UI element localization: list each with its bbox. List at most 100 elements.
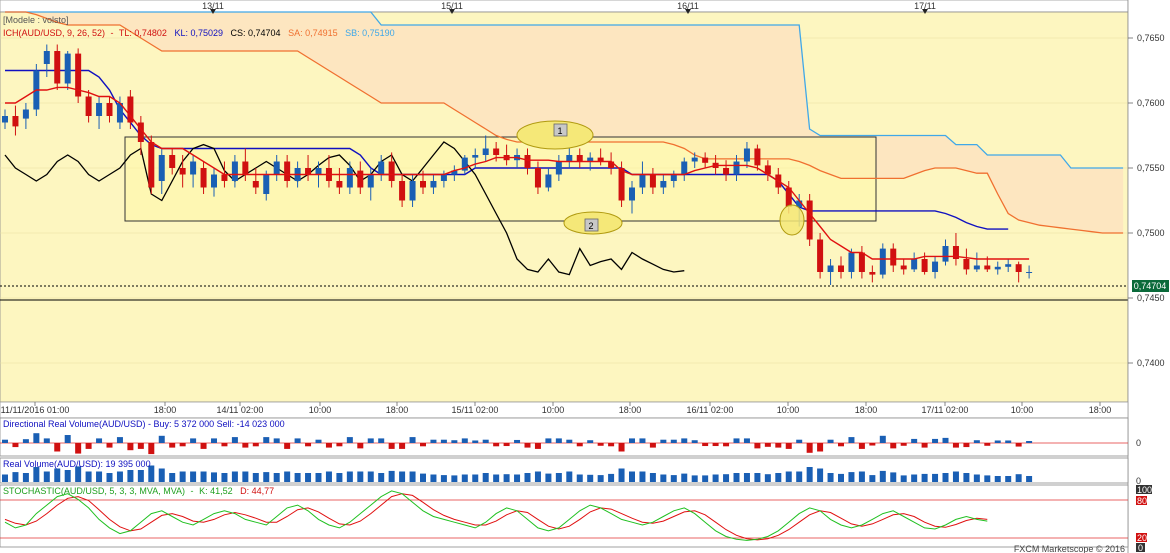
volume-bar xyxy=(942,437,949,443)
volume-bar xyxy=(96,471,103,482)
current-price-label: 0,74704 xyxy=(1134,281,1167,291)
candle xyxy=(430,181,437,188)
volume-bar xyxy=(85,471,92,482)
volume-bar xyxy=(681,438,688,443)
stoch-level-0: 0 xyxy=(1138,543,1143,553)
volume-bar xyxy=(493,474,500,482)
candle xyxy=(764,165,771,175)
volume-bar xyxy=(367,438,374,443)
stochastic-panel[interactable]: STOCHASTIC(AUD/USD, 5, 3, 3, MVA, MVA) -… xyxy=(0,484,1152,553)
volume-bar xyxy=(566,439,573,443)
volume-bar xyxy=(252,473,259,482)
volume-bar xyxy=(890,443,897,449)
candle xyxy=(200,168,207,188)
candle xyxy=(367,174,374,188)
candle xyxy=(378,161,385,175)
volume-bar xyxy=(754,473,761,482)
candle xyxy=(64,53,71,84)
candle xyxy=(639,174,646,188)
candle xyxy=(12,116,19,127)
price-axis xyxy=(1127,0,1170,553)
volume-bar xyxy=(900,475,907,482)
volume-bar xyxy=(305,443,312,447)
volume-bar xyxy=(43,471,50,482)
time-tick-label: 17/11 02:00 xyxy=(922,405,969,415)
time-tick-label: 18:00 xyxy=(619,405,642,415)
candle xyxy=(409,181,416,201)
candle xyxy=(702,157,709,163)
candle xyxy=(545,174,552,188)
volume-bar xyxy=(932,473,939,482)
chikou-span-line xyxy=(4,141,685,276)
volume-bar xyxy=(743,438,750,443)
volume-bar xyxy=(743,473,750,482)
candlestick-series xyxy=(2,44,1033,285)
volume-bar xyxy=(576,443,583,447)
volume-bar xyxy=(681,473,688,482)
candle xyxy=(357,170,364,188)
volume-bar xyxy=(116,437,123,443)
volume-bar xyxy=(775,443,782,448)
time-tick-label: 18:00 xyxy=(1089,405,1112,415)
directional-volume-bars xyxy=(2,433,1033,455)
volume-bar xyxy=(911,474,918,482)
candle xyxy=(608,161,615,168)
time-tick-label: 10:00 xyxy=(542,405,565,415)
volume-bar xyxy=(85,443,92,449)
volume-bar xyxy=(545,473,552,482)
candle xyxy=(440,174,447,181)
volume-bar xyxy=(911,438,918,443)
directional-volume-panel[interactable]: Directional Real Volume(AUD/USD) - Buy: … xyxy=(0,417,1141,457)
sa-value: SA: 0,74915 xyxy=(288,28,338,38)
volume-bar xyxy=(963,443,970,448)
candle xyxy=(754,148,761,166)
volume-bar xyxy=(346,471,353,482)
candle xyxy=(252,181,259,188)
candle xyxy=(952,246,959,259)
sb-value: SB: 0,75190 xyxy=(345,28,395,38)
price-tick-label: 0,7550 xyxy=(1137,163,1165,173)
candle xyxy=(743,148,750,162)
price-panel[interactable]: 1 2 [Modele : volsto] ICH(AUD/USD, 9, 26… xyxy=(0,11,1129,403)
volume-bar xyxy=(733,473,740,482)
candle xyxy=(263,174,270,194)
volume-bar xyxy=(137,443,144,449)
volume-bar xyxy=(106,473,113,482)
volume-bar xyxy=(618,443,625,452)
volume-bar xyxy=(315,439,322,443)
volume-bar xyxy=(461,438,468,443)
volume-bar xyxy=(273,438,280,443)
candle xyxy=(336,181,343,188)
candle xyxy=(597,157,604,162)
volume-bar xyxy=(587,440,594,443)
candle xyxy=(921,259,928,272)
volume-bar xyxy=(723,443,730,447)
candle xyxy=(284,161,291,181)
volume-bar xyxy=(451,475,458,482)
volume-bar xyxy=(357,443,364,449)
tl-value: TL: 0,74802 xyxy=(119,28,167,38)
stochastic-k-line xyxy=(4,490,988,541)
volume-bar xyxy=(796,471,803,482)
candle xyxy=(493,148,500,155)
candle xyxy=(984,265,991,270)
volume-bar xyxy=(116,471,123,482)
volume-bar xyxy=(649,473,656,482)
volume-bar xyxy=(1026,476,1033,482)
volume-bar xyxy=(1015,474,1022,482)
volume-bar xyxy=(493,443,500,447)
time-tick-label: 11/11/2016 01:00 xyxy=(1,405,70,415)
volume-bar xyxy=(430,439,437,443)
time-tick-label: 16/11 02:00 xyxy=(687,405,734,415)
volume-bar xyxy=(890,472,897,482)
volume-bar xyxy=(420,443,426,447)
candle xyxy=(681,161,688,175)
candle xyxy=(733,161,740,175)
volume-bar xyxy=(1005,476,1012,482)
real-volume-panel[interactable]: Real Volume(AUD/USD): 19 395 000 0 xyxy=(0,457,1141,486)
candle xyxy=(399,181,406,201)
volume-bar xyxy=(618,468,625,482)
stoch-level-20: 20 xyxy=(1137,533,1147,543)
volume-bar xyxy=(158,468,165,482)
